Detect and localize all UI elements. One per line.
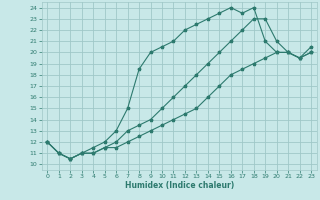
X-axis label: Humidex (Indice chaleur): Humidex (Indice chaleur)	[124, 181, 234, 190]
